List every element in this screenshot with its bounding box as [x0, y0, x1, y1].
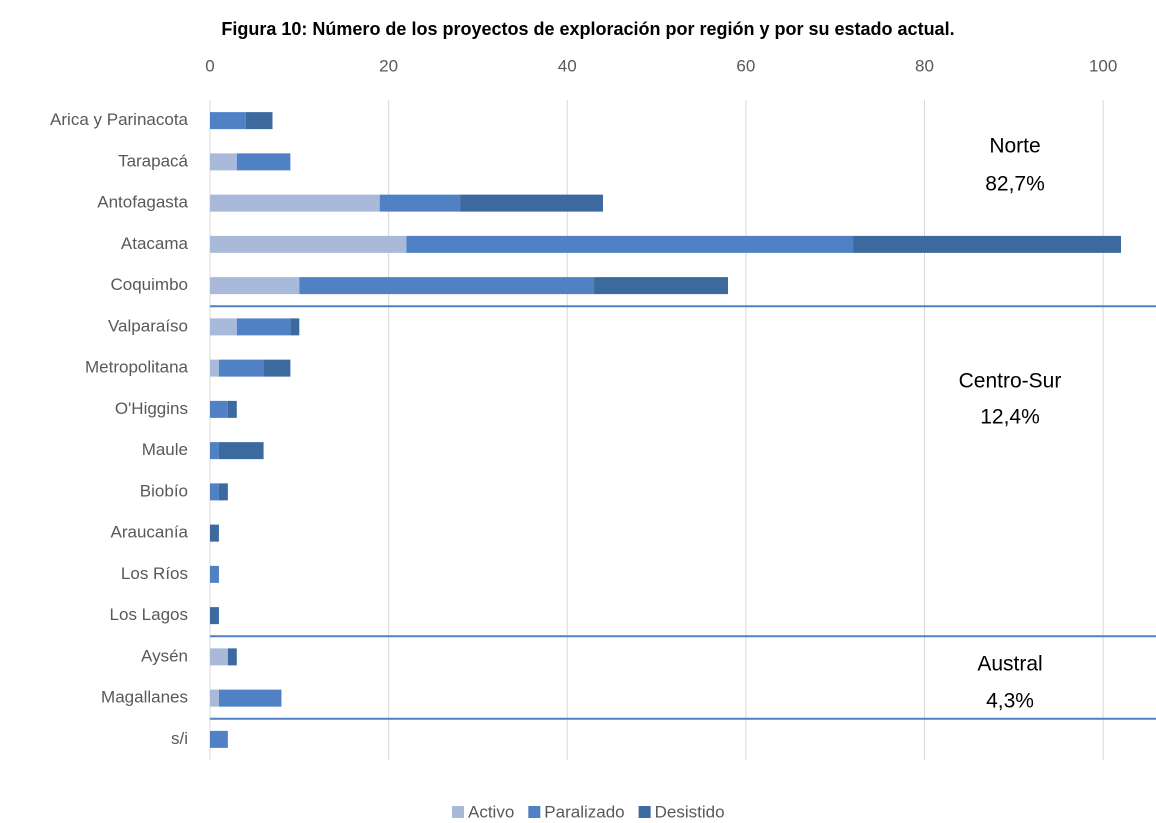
bar-segment	[210, 400, 228, 418]
x-tick-label: 100	[1089, 56, 1117, 75]
bar-segment	[210, 730, 228, 748]
bar-segment	[236, 318, 291, 336]
annotation: 82,7%	[985, 173, 1045, 196]
y-tick-label: Los Ríos	[121, 564, 188, 583]
bar-segment	[210, 689, 219, 707]
bar-segment	[210, 277, 300, 295]
annotation: Austral	[977, 653, 1042, 676]
y-tick-label: Aysén	[141, 646, 188, 665]
bar-segment	[227, 648, 237, 666]
bar-segment	[210, 153, 237, 171]
y-tick-label: Coquimbo	[111, 275, 189, 294]
legend-label: Activo	[468, 802, 514, 821]
y-tick-label: s/i	[171, 729, 188, 748]
x-tick-label: 0	[205, 56, 214, 75]
bar-segment	[210, 235, 407, 253]
y-tick-label: Arica y Parinacota	[50, 110, 188, 129]
bar-segment	[210, 607, 219, 625]
y-tick-label: Magallanes	[101, 688, 188, 707]
legend-swatch	[452, 806, 464, 818]
bar-segment	[594, 277, 729, 295]
bar-segment	[406, 235, 854, 253]
x-tick-label: 80	[915, 56, 934, 75]
annotation: Norte	[989, 135, 1040, 158]
y-tick-label: Metropolitana	[85, 358, 189, 377]
y-tick-label: Araucanía	[111, 523, 189, 542]
bar-segment	[299, 277, 595, 295]
y-tick-label: Biobío	[140, 481, 188, 500]
legend-label: Paralizado	[544, 802, 624, 821]
bar-segment	[218, 442, 264, 460]
bar-segment	[379, 194, 461, 212]
bar-segment	[218, 689, 282, 707]
y-tick-label: O'Higgins	[115, 399, 188, 418]
bar-segment	[210, 442, 219, 460]
y-tick-label: Antofagasta	[97, 193, 188, 212]
x-tick-label: 40	[558, 56, 577, 75]
bar-segment	[853, 235, 1121, 253]
bar-segment	[218, 483, 228, 501]
y-tick-label: Atacama	[121, 234, 189, 253]
bar-segment	[210, 565, 219, 583]
bar-segment	[227, 400, 237, 418]
bar-segment	[245, 112, 273, 130]
y-tick-label: Valparaíso	[108, 316, 188, 335]
bar-segment	[290, 318, 300, 336]
y-tick-label: Los Lagos	[110, 605, 188, 624]
bar-segment	[236, 153, 291, 171]
annotation: 4,3%	[986, 690, 1034, 713]
bar-segment	[210, 359, 219, 377]
bar-segment	[210, 483, 219, 501]
bar-segment	[210, 318, 237, 336]
bar-segment	[460, 194, 603, 212]
bar-segment	[210, 194, 380, 212]
y-tick-label: Tarapacá	[118, 151, 188, 170]
y-tick-label: Maule	[142, 440, 188, 459]
bar-segment	[210, 112, 246, 130]
annotation: Centro-Sur	[959, 370, 1062, 393]
x-tick-label: 20	[379, 56, 398, 75]
bar-segment	[210, 524, 219, 542]
legend-swatch	[638, 806, 651, 818]
annotation: 12,4%	[980, 406, 1040, 429]
bar-segment	[263, 359, 291, 377]
x-tick-label: 60	[736, 56, 755, 75]
legend-swatch	[528, 806, 541, 818]
bar-segment	[210, 648, 228, 666]
bar-segment	[218, 359, 264, 377]
chart-title: Figura 10: Número de los proyectos de ex…	[221, 19, 954, 39]
legend-label: Desistido	[655, 802, 725, 821]
